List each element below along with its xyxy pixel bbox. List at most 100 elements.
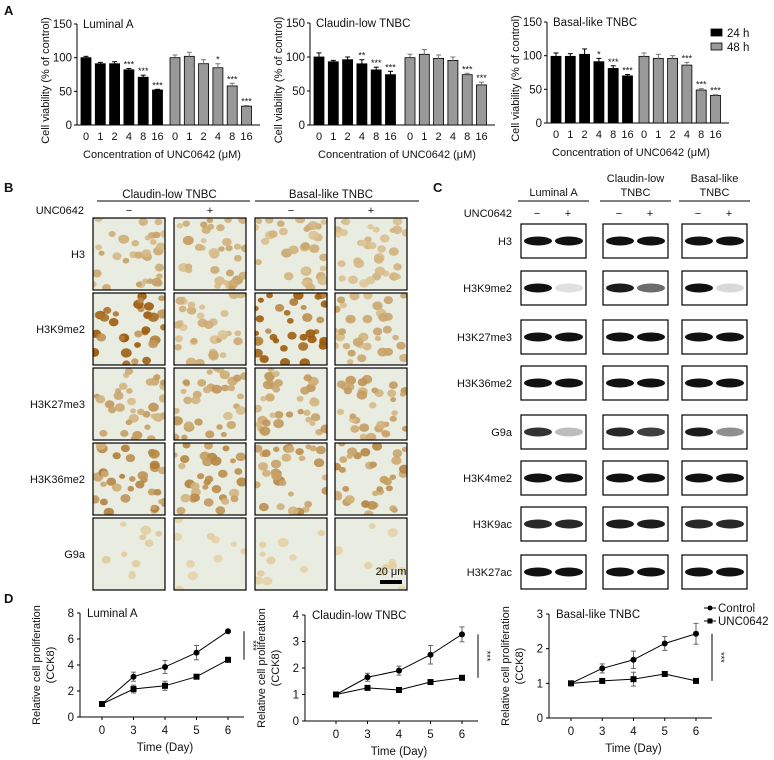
protein-band (524, 567, 552, 577)
proliferation-chart-2: 0 1 2 3 0 3 4 5 6 Time (Day) Relative cell prolife… (500, 603, 769, 755)
bar (447, 60, 459, 126)
cells (255, 443, 327, 515)
cell-nucleus (222, 445, 230, 452)
cell-nucleus (215, 506, 226, 515)
cell-nucleus (178, 462, 186, 470)
cell-nucleus (216, 224, 225, 232)
cell-nucleus (194, 358, 205, 365)
x-axis-label: Time (Day) (137, 742, 194, 754)
cell-nucleus (349, 413, 357, 420)
cell-nucleus (131, 358, 139, 365)
cell-nucleus (137, 471, 149, 481)
cell-nucleus (174, 416, 183, 426)
cell-nucleus (320, 300, 327, 308)
cell-nucleus (276, 503, 285, 511)
protein-band (555, 519, 583, 529)
significance-marker: ** (358, 51, 366, 61)
cell-nucleus (174, 335, 183, 343)
cell-nucleus (382, 477, 392, 486)
cell-nucleus (260, 237, 270, 245)
cell-nucleus (255, 348, 263, 358)
cell-nucleus (119, 473, 126, 479)
cell-nucleus (382, 563, 390, 570)
cell-nucleus (377, 245, 386, 253)
cell-nucleus (318, 342, 327, 350)
bar (652, 57, 664, 124)
bar (212, 67, 224, 126)
cells (335, 443, 407, 515)
bar (152, 89, 163, 126)
micrograph-h3k9me2-1 (173, 292, 247, 366)
protein-band (524, 519, 552, 529)
micrograph-h3k36me2-3 (334, 442, 408, 516)
cell-nucleus (338, 275, 346, 282)
cell-nucleus (120, 521, 127, 527)
cell-nucleus (93, 269, 102, 278)
treatment-sign: + (726, 208, 732, 220)
cell-nucleus (309, 397, 320, 407)
blot-group-label: TNBC (700, 187, 730, 199)
significance-marker: *** (622, 66, 633, 76)
cell-nucleus (235, 405, 246, 415)
protein-band (637, 378, 665, 388)
data-point-unc0642 (661, 670, 668, 677)
data-point-control (225, 628, 231, 635)
bar (622, 75, 633, 124)
cell-nucleus (111, 483, 122, 492)
cell-nucleus (362, 342, 372, 351)
cell-nucleus (223, 280, 230, 286)
cell-nucleus (295, 448, 304, 456)
cell-nucleus (376, 420, 387, 430)
panel-label-c: C (433, 180, 443, 195)
y-axis-label: Relative cell proliferation (CCK8) (500, 606, 526, 726)
cell-nucleus (99, 498, 108, 506)
cell-nucleus (288, 245, 299, 255)
significance-marker: *** (371, 58, 382, 68)
cell-nucleus (208, 247, 220, 258)
cell-nucleus (255, 218, 263, 224)
cell-nucleus (258, 541, 267, 548)
cell-nucleus (287, 506, 299, 515)
cell-nucleus (93, 495, 100, 504)
micrograph-frame (92, 292, 166, 366)
bar (313, 56, 325, 126)
cell-nucleus (230, 541, 238, 547)
x-tick-label: 1 (567, 129, 573, 141)
cell-nucleus (100, 481, 107, 487)
y-tick-label: 0 (537, 713, 543, 725)
blot-h3k36me2-1 (602, 365, 669, 401)
cell-nucleus (151, 277, 162, 287)
cell-nucleus (255, 259, 262, 266)
x-tick-label: 16 (384, 131, 396, 143)
cell-nucleus (225, 245, 233, 252)
cell-nucleus (259, 426, 271, 436)
cell-nucleus (226, 421, 237, 430)
x-tick-label: 0 (333, 729, 339, 741)
cell-nucleus (272, 370, 280, 377)
cell-nucleus (122, 360, 131, 365)
cell-nucleus (174, 452, 178, 458)
y-axis-label: Cell viability (% of control) (510, 15, 522, 142)
cell-nucleus (299, 333, 308, 341)
bar (370, 69, 382, 126)
cell-nucleus (211, 384, 223, 394)
cell-nucleus (202, 386, 212, 394)
y-axis-label-line: (CCK8) (514, 648, 526, 685)
protein-band (716, 236, 744, 246)
cell-nucleus (297, 408, 304, 415)
cell-nucleus (125, 419, 133, 426)
cell-nucleus (392, 218, 403, 226)
cell-nucleus (148, 402, 159, 412)
protein-band (716, 378, 744, 388)
cell-nucleus (120, 429, 129, 437)
data-point-unc0642 (427, 679, 434, 686)
x-tick-label: 0 (553, 129, 559, 141)
significance-marker: *** (476, 73, 487, 83)
cell-nucleus (113, 391, 124, 400)
x-tick-label: 3 (130, 725, 136, 737)
blot-row-label: H3K27me3 (457, 332, 512, 344)
micrograph-h3k9me2-2 (254, 292, 328, 366)
x-tick-label: 4 (396, 729, 403, 741)
protein-band (524, 473, 552, 483)
significance-marker: *** (124, 59, 135, 69)
